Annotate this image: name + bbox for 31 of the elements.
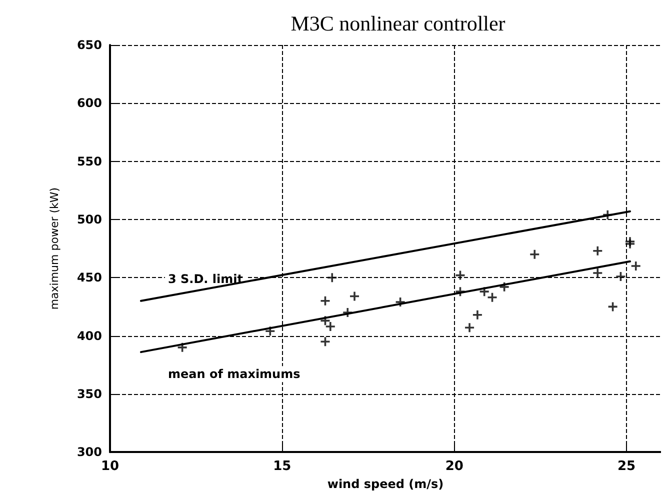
chart-title: M3C nonlinear controller (290, 12, 506, 36)
y-tick-label: 450 (76, 270, 102, 285)
y-axis-title: maximum power (kW) (48, 187, 61, 310)
point (465, 323, 474, 332)
x-axis-title: wind speed (m/s) (327, 477, 444, 491)
series-label: 3 S.D. limit (168, 272, 244, 286)
point (530, 250, 540, 259)
y-tick-label: 550 (76, 154, 102, 168)
y-tick-label: 400 (76, 328, 102, 343)
y-tick-label: 500 (76, 212, 102, 226)
point (266, 326, 275, 336)
x-tick-label: 20 (445, 459, 464, 474)
y-tick-label: 350 (76, 386, 102, 401)
point (488, 292, 497, 302)
x-tick-label: 10 (100, 459, 120, 474)
point (328, 273, 337, 282)
x-tick-label: 15 (273, 459, 292, 474)
point (631, 261, 640, 270)
point (616, 272, 626, 281)
point (472, 310, 482, 320)
point (326, 322, 335, 331)
point (320, 296, 330, 306)
x-tick-label: 25 (618, 459, 636, 474)
point (320, 337, 330, 346)
point (593, 268, 602, 278)
point (593, 246, 602, 256)
series-label: mean of maximums (168, 367, 300, 382)
point (350, 292, 360, 301)
y-tick-label: 600 (76, 96, 102, 110)
y-tick-label: 650 (76, 38, 102, 52)
y-tick-label: 300 (76, 445, 102, 460)
